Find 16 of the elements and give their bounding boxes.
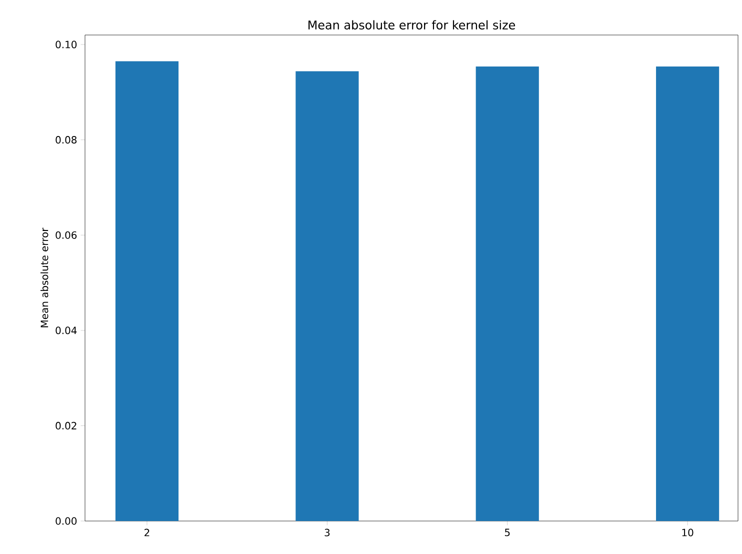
chart-title: Mean absolute error for kernel size [308,20,516,30]
y-tick-label: 0.02 [56,422,76,430]
y-tick-label: 0.00 [56,517,77,525]
y-tick-label: 0.08 [56,136,77,144]
y-axis-title: Mean absolute error [40,228,48,328]
x-tick-label: 5 [504,528,510,536]
y-tick-label: 0.06 [56,231,77,239]
y-tick-label: 0.04 [56,326,77,334]
bar [115,61,179,521]
x-tick-label: 10 [682,528,694,536]
bar [296,71,359,521]
bar [656,66,720,521]
x-tick-label: 2 [144,528,150,536]
y-tick-label: 0.10 [56,40,77,48]
x-tick-label: 3 [324,528,330,536]
bar [476,66,539,521]
